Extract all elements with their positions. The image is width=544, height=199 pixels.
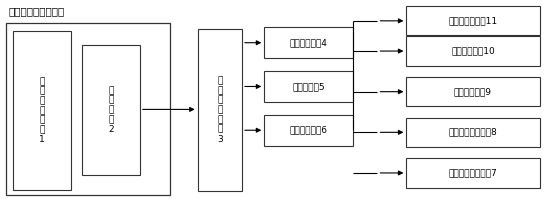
Bar	[82, 45, 140, 175]
Text: 校准周期设置模块8: 校准周期设置模块8	[449, 128, 497, 137]
Text: 预置位重置模块11: 预置位重置模块11	[448, 16, 498, 25]
Text: 校准方式选择模块7: 校准方式选择模块7	[449, 168, 497, 178]
Text: 预置位模块5: 预置位模块5	[292, 82, 325, 91]
Bar	[197, 29, 242, 191]
Bar	[406, 6, 540, 35]
Bar	[5, 23, 170, 195]
Text: 云
台
控
制
模
块
3: 云 台 控 制 模 块 3	[217, 76, 222, 143]
Text: 位置记录模块9: 位置记录模块9	[454, 87, 492, 96]
Bar	[264, 71, 353, 102]
Bar	[406, 158, 540, 187]
Text: 自动校准模块6: 自动校准模块6	[289, 126, 327, 135]
Text: 扫描式红外测温系统: 扫描式红外测温系统	[9, 6, 65, 17]
Bar	[264, 27, 353, 58]
Text: 扫
描
云
台
2: 扫 描 云 台 2	[108, 86, 114, 134]
Bar	[406, 118, 540, 147]
Bar	[13, 31, 71, 190]
Bar	[406, 77, 540, 106]
Bar	[406, 36, 540, 66]
Bar	[264, 115, 353, 146]
Text: 温度比较模块10: 温度比较模块10	[451, 47, 495, 56]
Text: 红
外
测
温
装
置
1: 红 外 测 温 装 置 1	[39, 77, 45, 144]
Text: 动作控制模块4: 动作控制模块4	[290, 38, 327, 47]
